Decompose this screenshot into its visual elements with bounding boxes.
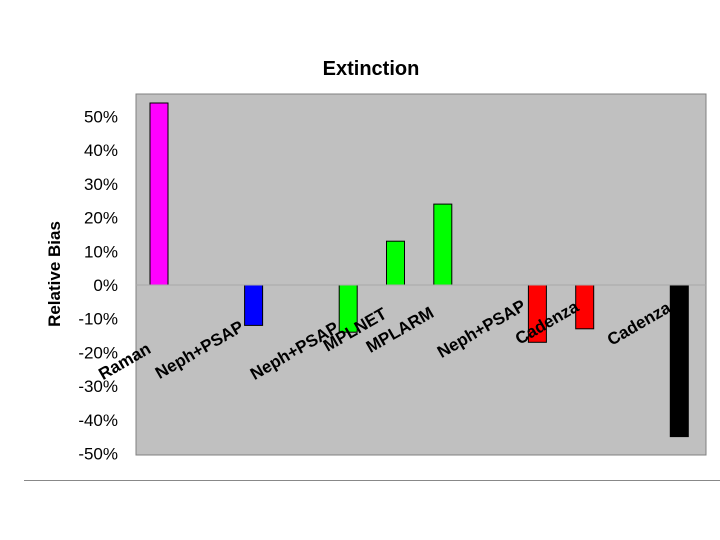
bar bbox=[386, 240, 405, 286]
y-tick-label: 20% bbox=[84, 209, 118, 228]
y-axis-ticks: 50% 40% 30% 20% 10% 0% -10% -20% -30% -40% -50% bbox=[78, 108, 118, 464]
y-tick-label: 40% bbox=[84, 141, 118, 160]
bar bbox=[575, 284, 595, 330]
y-axis-label: Relative Bias bbox=[45, 221, 64, 327]
y-tick-label: 0% bbox=[93, 276, 118, 295]
bar bbox=[244, 284, 264, 326]
y-tick-label: -50% bbox=[78, 445, 118, 464]
y-tick-label: -10% bbox=[78, 310, 118, 329]
y-tick-label: -30% bbox=[78, 377, 118, 396]
bar bbox=[149, 102, 169, 286]
bars bbox=[149, 102, 689, 438]
y-tick-label: -20% bbox=[78, 343, 118, 362]
bar bbox=[433, 203, 453, 286]
bar bbox=[669, 284, 689, 438]
y-tick-label: 50% bbox=[84, 108, 118, 127]
y-tick-label: -40% bbox=[78, 411, 118, 430]
chart-title: Extinction bbox=[323, 58, 420, 80]
plot-area bbox=[135, 93, 707, 456]
slide-divider bbox=[24, 480, 720, 481]
y-tick-label: 10% bbox=[84, 242, 118, 261]
y-tick-label: 30% bbox=[84, 175, 118, 194]
